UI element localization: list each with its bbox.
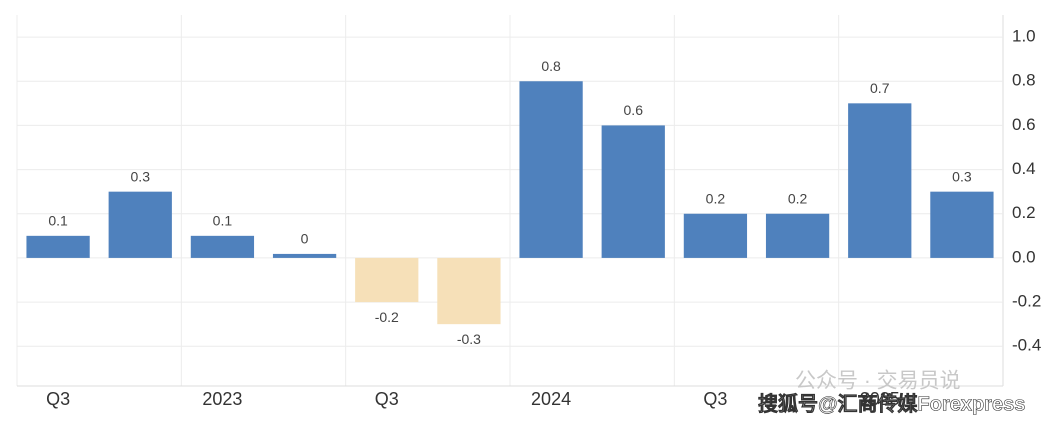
value-label: 0.8 bbox=[541, 58, 561, 74]
y-tick-label: 0.4 bbox=[1012, 159, 1036, 178]
bar bbox=[765, 213, 830, 258]
value-label: 0.2 bbox=[706, 190, 726, 206]
x-tick-label: 2025 bbox=[860, 389, 900, 409]
value-label: 0.3 bbox=[131, 168, 151, 184]
x-tick-label: Q3 bbox=[375, 389, 399, 409]
value-label: 0.1 bbox=[48, 213, 68, 229]
bar bbox=[272, 253, 337, 258]
y-tick-label: 0.6 bbox=[1012, 115, 1036, 134]
x-tick-label: 2024 bbox=[531, 389, 571, 409]
bar bbox=[519, 81, 583, 258]
x-tick-label: 2023 bbox=[202, 389, 242, 409]
value-label: 0 bbox=[301, 231, 309, 247]
value-label: 0.3 bbox=[952, 168, 972, 184]
bar bbox=[108, 191, 172, 258]
bar bbox=[848, 103, 912, 258]
value-label: 0.1 bbox=[213, 213, 233, 229]
y-tick-label: 0.2 bbox=[1012, 203, 1036, 222]
bar bbox=[355, 257, 419, 303]
bar bbox=[601, 125, 665, 258]
bar bbox=[683, 213, 748, 258]
bar bbox=[930, 191, 994, 258]
value-label: -0.2 bbox=[375, 309, 399, 325]
bar bbox=[26, 235, 90, 258]
x-tick-label: Q3 bbox=[703, 389, 727, 409]
y-tick-label: 1.0 bbox=[1012, 27, 1036, 46]
value-label: 0.2 bbox=[788, 190, 808, 206]
watermark: 搜狐号@汇商传媒Forexpress bbox=[758, 391, 1025, 415]
bar bbox=[190, 235, 255, 258]
value-label: 0.6 bbox=[624, 102, 644, 118]
y-tick-label: -0.4 bbox=[1012, 336, 1041, 355]
y-tick-label: 0.0 bbox=[1012, 247, 1036, 266]
bar bbox=[437, 257, 501, 325]
y-tick-label: 0.8 bbox=[1012, 71, 1036, 90]
y-tick-label: -0.2 bbox=[1012, 292, 1041, 311]
watermark: 公众号 · 交易员说 bbox=[795, 370, 961, 393]
value-label: 0.7 bbox=[870, 80, 890, 96]
x-tick-label: Q3 bbox=[46, 389, 70, 409]
value-label: -0.3 bbox=[457, 331, 481, 347]
